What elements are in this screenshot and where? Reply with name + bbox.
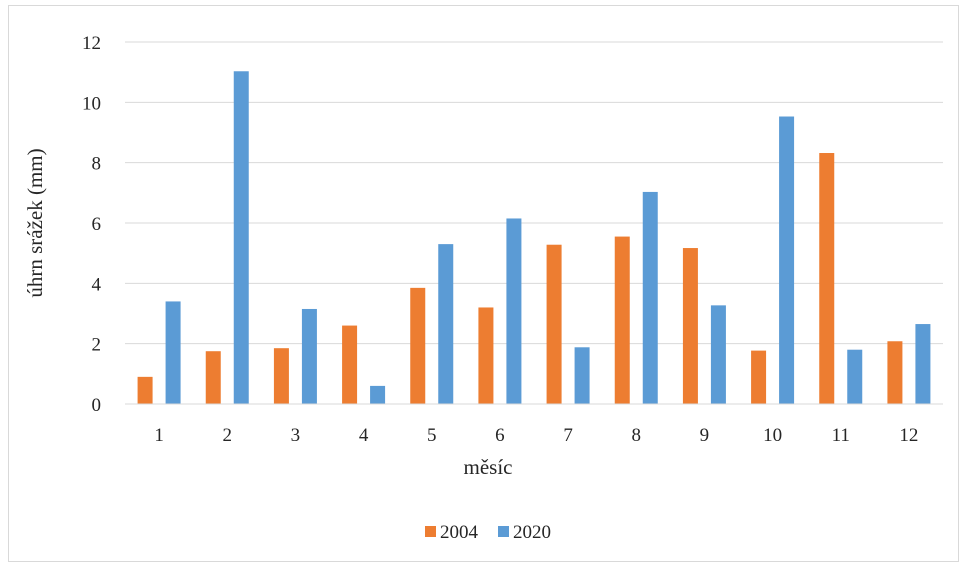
bar-2020-7 bbox=[574, 347, 590, 404]
gridlines bbox=[125, 41, 943, 345]
bar-2004-12 bbox=[887, 341, 903, 404]
y-tick-label: 8 bbox=[92, 154, 102, 175]
bar-2004-1 bbox=[137, 376, 153, 404]
bar-2004-8 bbox=[614, 236, 630, 404]
bar-2020-10 bbox=[779, 116, 795, 405]
bar-2020-4 bbox=[370, 385, 386, 404]
x-tick-label: 8 bbox=[632, 425, 642, 446]
y-tick-label: 10 bbox=[82, 93, 101, 114]
bar-2004-4 bbox=[342, 325, 358, 404]
y-axis-ticks: 0 2 4 6 8 10 12 bbox=[82, 33, 102, 416]
x-tick-label: 10 bbox=[763, 425, 782, 446]
x-tick-label: 11 bbox=[832, 425, 850, 446]
y-tick-label: 4 bbox=[92, 274, 102, 295]
x-tick-label: 3 bbox=[291, 425, 301, 446]
bar-2004-6 bbox=[478, 307, 494, 404]
bar-2004-7 bbox=[546, 244, 562, 404]
y-tick-label: 2 bbox=[92, 335, 102, 356]
legend: 2004 2020 bbox=[425, 522, 551, 543]
bar-2004-10 bbox=[751, 350, 767, 404]
bar-2020-6 bbox=[506, 218, 522, 404]
legend-label: 2020 bbox=[513, 522, 551, 543]
x-axis-label: měsíc bbox=[464, 455, 513, 479]
y-axis-label: úhrn srážek (mm) bbox=[23, 148, 47, 297]
legend-swatch-2020 bbox=[498, 526, 509, 537]
bar-2020-5 bbox=[438, 244, 454, 404]
y-tick-label: 12 bbox=[82, 33, 101, 54]
x-tick-label: 6 bbox=[495, 425, 505, 446]
x-tick-label: 4 bbox=[359, 425, 369, 446]
bar-2004-2 bbox=[205, 351, 221, 404]
x-axis-ticks: 1 2 3 4 5 6 7 8 9 10 11 12 bbox=[154, 425, 918, 446]
x-tick-label: 12 bbox=[899, 425, 918, 446]
x-tick-label: 9 bbox=[700, 425, 710, 446]
legend-swatch-2004 bbox=[425, 526, 436, 537]
legend-label: 2004 bbox=[440, 522, 479, 543]
bar-2020-3 bbox=[301, 308, 317, 404]
bar-2004-5 bbox=[410, 287, 426, 404]
bar-2020-12 bbox=[915, 324, 931, 404]
bar-2004-3 bbox=[273, 348, 289, 404]
y-tick-label: 6 bbox=[92, 214, 102, 235]
bar-2020-8 bbox=[642, 191, 658, 404]
bars bbox=[137, 71, 931, 405]
bar-2020-2 bbox=[233, 71, 249, 405]
x-tick-label: 5 bbox=[427, 425, 437, 446]
bar-2004-11 bbox=[819, 153, 835, 404]
x-tick-label: 1 bbox=[154, 425, 164, 446]
bar-2020-1 bbox=[165, 301, 181, 404]
x-tick-label: 7 bbox=[563, 425, 573, 446]
y-tick-label: 0 bbox=[92, 395, 102, 416]
bar-2020-9 bbox=[710, 305, 726, 404]
bar-2020-11 bbox=[847, 349, 863, 404]
x-tick-label: 2 bbox=[223, 425, 233, 446]
bar-2004-9 bbox=[682, 248, 698, 404]
